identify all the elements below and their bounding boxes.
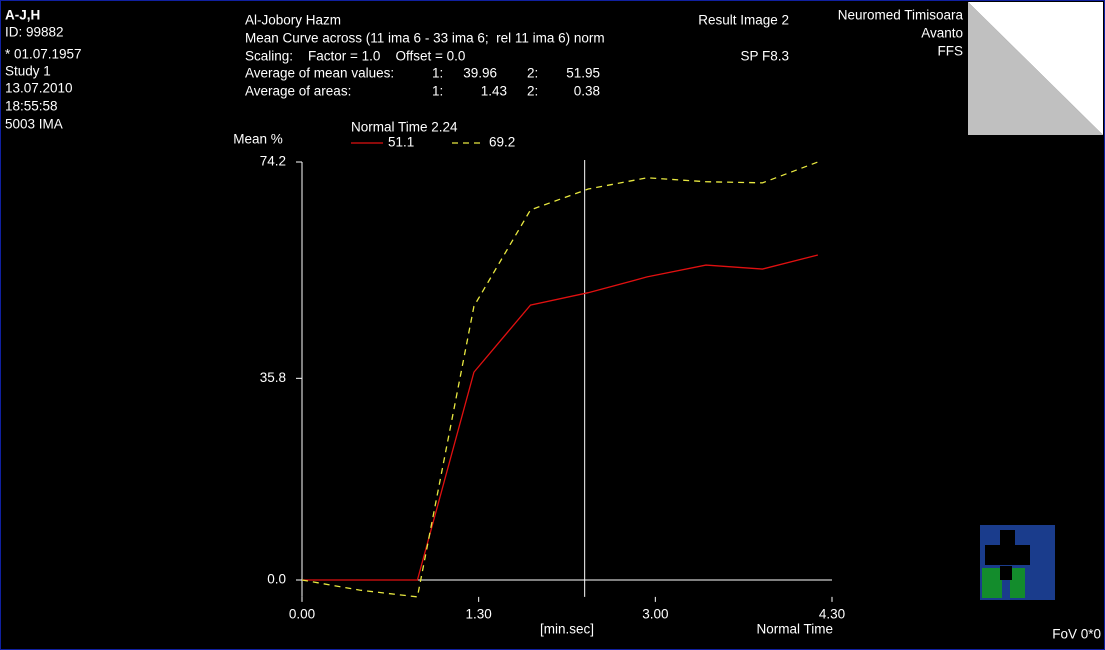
mean-v1: 39.96 [463, 66, 497, 81]
y-tick-label: 35.8 [260, 370, 286, 385]
x-tick-label: 1.30 [466, 607, 492, 622]
legend-value: 51.1 [388, 135, 414, 150]
description: Mean Curve across (11 ima 6 - 33 ima 6; … [245, 31, 605, 46]
patient-id: ID: 99882 [5, 25, 64, 40]
areas-k1: 1: [432, 84, 443, 99]
images: 5003 IMA [5, 117, 63, 132]
fov: FoV 0*0 [1052, 627, 1101, 642]
logo-part [985, 545, 1030, 565]
logo-part [982, 568, 1002, 598]
x-tick-label: 0.00 [289, 607, 315, 622]
cursor-label: Normal Time 2.24 [351, 120, 458, 135]
series-line [302, 254, 819, 581]
x-axis-label: Normal Time [756, 622, 833, 637]
scaling: Scaling: Factor = 1.0 Offset = 0.0 [245, 49, 465, 64]
logo-part [1010, 568, 1025, 598]
result: Result Image 2 [698, 13, 789, 28]
subject: Al-Jobory Hazm [245, 13, 341, 28]
legend-value: 69.2 [489, 135, 515, 150]
patient-birth: * 01.07.1957 [5, 47, 82, 62]
institution: Neuromed Timisoara [838, 8, 964, 23]
y-tick-label: 0.0 [267, 572, 286, 587]
mean-label: Average of mean values: [245, 66, 394, 81]
logo-part [1000, 530, 1015, 545]
x-tick-label: 4.30 [819, 607, 845, 622]
mean-k2: 2: [527, 66, 538, 81]
scanner: Avanto [921, 26, 963, 41]
areas-v2: 0.38 [574, 84, 600, 99]
y-tick-label: 74.2 [260, 154, 286, 169]
logo-part [1000, 566, 1012, 580]
mean-v2: 51.95 [566, 66, 600, 81]
areas-v1: 1.43 [481, 84, 507, 99]
areas-k2: 2: [527, 84, 538, 99]
areas-label: Average of areas: [245, 84, 351, 99]
logo [980, 525, 1055, 600]
y-axis-label: Mean % [233, 132, 283, 147]
sequence: SP F8.3 [740, 49, 789, 64]
x-tick-label: 3.00 [642, 607, 668, 622]
mean-k1: 1: [432, 66, 443, 81]
study: Study 1 [5, 64, 51, 79]
time: 18:55:58 [5, 99, 58, 114]
series-line [301, 161, 819, 598]
page-corner-fold [968, 2, 1103, 135]
x-unit: [min.sec] [540, 622, 594, 637]
date: 13.07.2010 [5, 81, 73, 96]
patient-name: A-J,H [5, 8, 40, 23]
position: FFS [938, 44, 964, 59]
